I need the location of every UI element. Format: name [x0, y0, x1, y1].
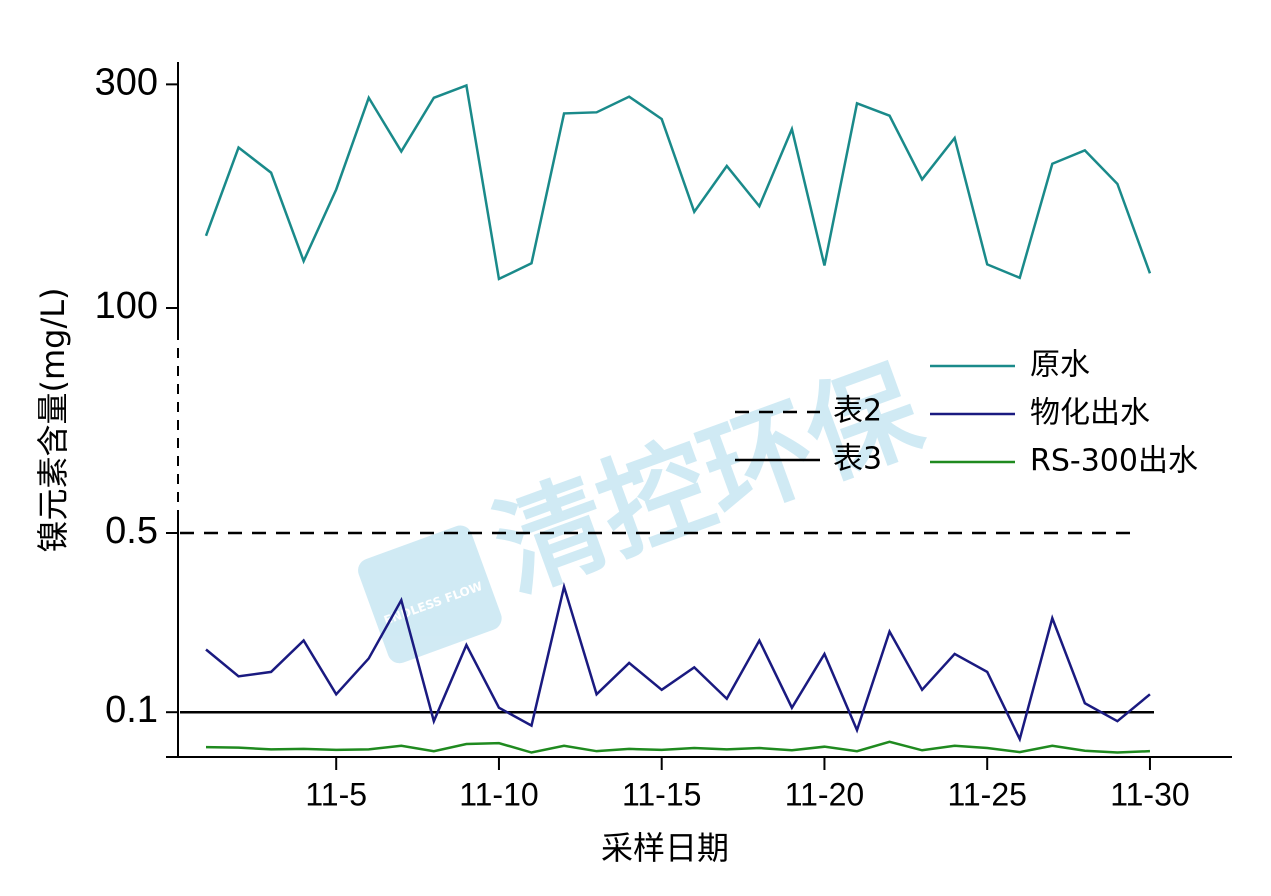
- watermark: ENDLESS FLOW 清控环保: [358, 344, 937, 664]
- y-tick-label: 300: [95, 61, 158, 103]
- y-tick-label: 0.5: [105, 510, 158, 552]
- legend-label: 物化出水: [1030, 396, 1150, 431]
- series-line: [205, 581, 1151, 743]
- series-line: [204, 83, 1152, 281]
- x-tick-label: 11-25: [947, 776, 1026, 812]
- watermark-text: 清控环保: [479, 344, 937, 615]
- x-tick-label: 11-5: [305, 776, 367, 812]
- y-axis-label: 镍元素含量(mg/L): [34, 287, 72, 552]
- x-axis-label: 采样日期: [601, 829, 729, 867]
- x-tick-label: 11-20: [785, 776, 864, 812]
- legend-label: 原水: [1030, 348, 1090, 383]
- y-tick-label: 0.1: [105, 689, 158, 731]
- x-tick-label: 11-15: [622, 776, 701, 812]
- legend-label: RS-300出水: [1030, 444, 1198, 479]
- series-line: [205, 740, 1151, 754]
- legend-label: 表2: [833, 394, 882, 429]
- watermark-logo: [358, 525, 502, 664]
- legend-label: 表3: [833, 442, 882, 477]
- y-tick-label: 100: [95, 285, 158, 327]
- x-tick-label: 11-10: [459, 776, 538, 812]
- x-tick-label: 11-30: [1110, 776, 1189, 812]
